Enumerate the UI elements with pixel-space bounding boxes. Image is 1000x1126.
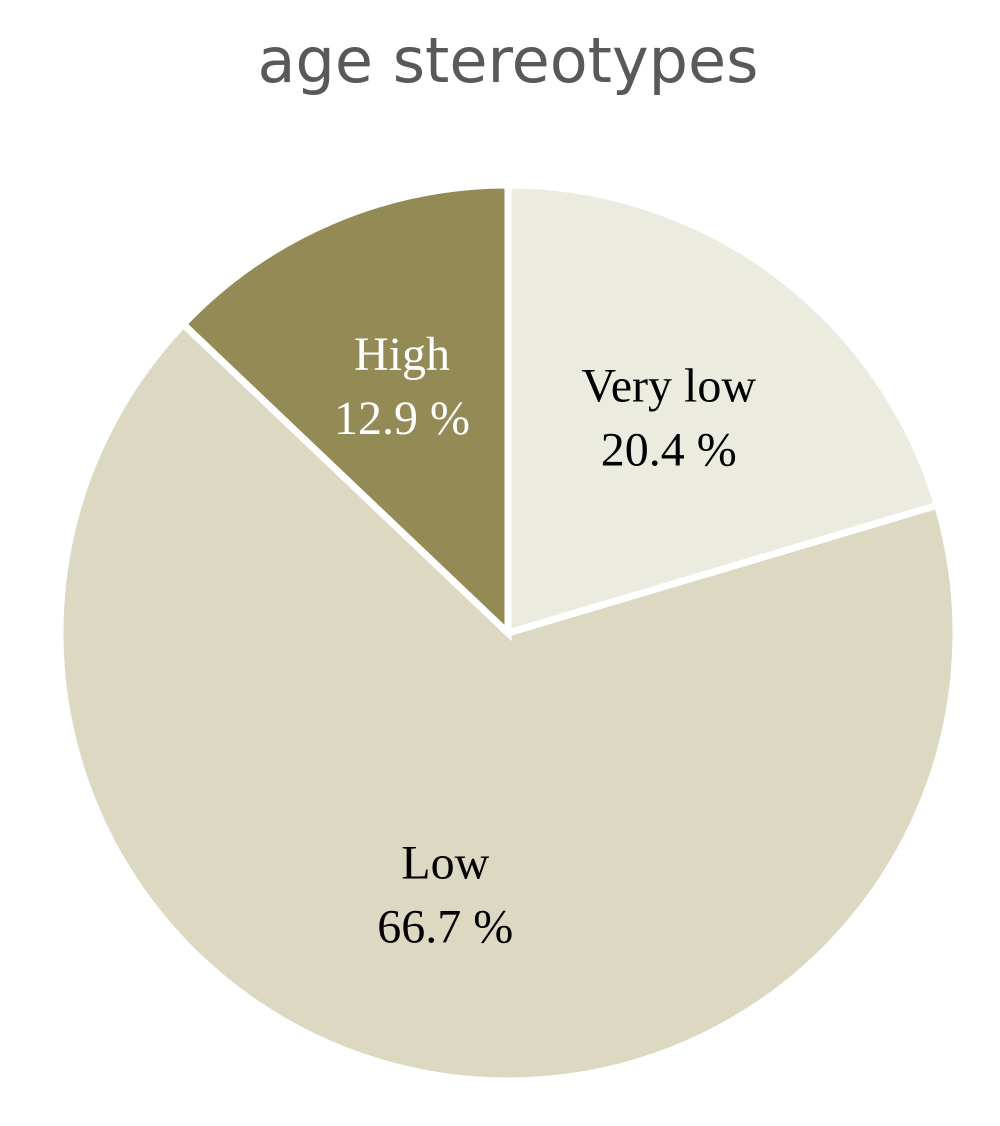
value-label: 20.4 % xyxy=(601,424,737,477)
slice-label: Low xyxy=(401,836,489,889)
value-label: 12.9 % xyxy=(334,392,470,445)
value-label: 66.7 % xyxy=(377,900,513,953)
pie-slice xyxy=(504,181,942,638)
pie-slice xyxy=(178,181,512,642)
pie-slice xyxy=(56,319,960,1085)
slice-label: Very low xyxy=(581,360,756,413)
slice-label: High xyxy=(354,328,450,381)
chart-title: age stereotypes xyxy=(258,24,759,97)
